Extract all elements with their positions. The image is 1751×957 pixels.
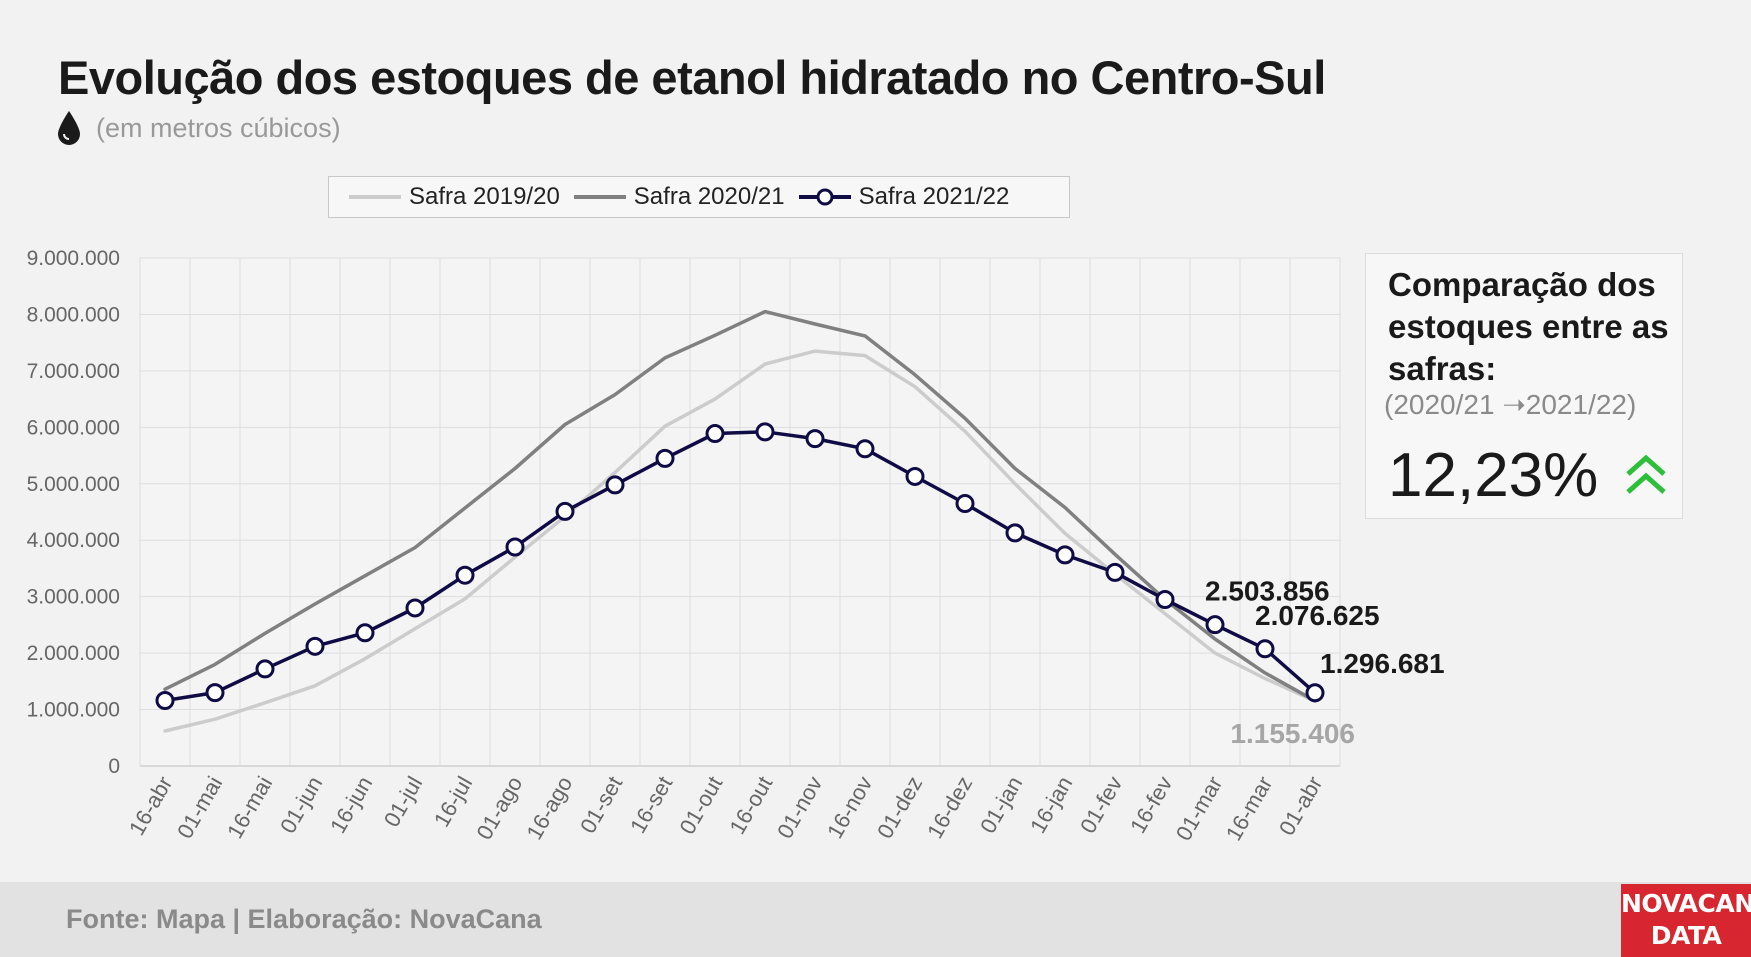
- x-tick-label: 16-out: [724, 772, 777, 839]
- x-tick-label: 16-jul: [429, 772, 478, 831]
- x-tick-label: 01-fev: [1075, 772, 1127, 837]
- chart-legend: Safra 2019/20 Safra 2020/21 Safra 2021/2…: [328, 176, 1070, 218]
- y-tick-label: 0: [108, 755, 120, 778]
- legend-swatch-2020: [573, 195, 626, 199]
- novacana-data-logo[interactable]: NOVACANA DATA: [1621, 884, 1751, 957]
- logo-line-1: NOVACANA: [1621, 889, 1751, 918]
- y-tick-label: 2.000.000: [27, 642, 120, 665]
- x-tick-label: 01-ago: [471, 772, 527, 844]
- legend-item-2020[interactable]: Safra 2020/21: [573, 183, 785, 211]
- x-tick-label: 16-mai: [222, 772, 277, 843]
- x-tick-label: 16-jan: [1025, 772, 1077, 837]
- data-label: 1.155.406: [1230, 718, 1355, 749]
- x-tick-label: 16-jun: [325, 772, 377, 837]
- legend-swatch-2019: [349, 195, 401, 199]
- data-point: [1155, 589, 1175, 609]
- legend-item-2021[interactable]: Safra 2021/22: [798, 183, 1010, 211]
- x-tick-label: 01-out: [674, 772, 727, 839]
- panel-value: 12,23%: [1388, 441, 1599, 510]
- data-point: [705, 424, 725, 444]
- legend-swatch-2021: [798, 188, 851, 206]
- x-tick-label: 01-jun: [275, 772, 327, 837]
- legend-label-2019: Safra 2019/20: [409, 183, 560, 210]
- x-tick-label: 16-abr: [124, 772, 177, 840]
- data-point: [1055, 545, 1075, 565]
- x-tick-label: 16-dez: [922, 772, 977, 843]
- data-point: [605, 475, 625, 495]
- data-point: [305, 636, 325, 656]
- panel-subtitle: (2020/21 ➝2021/22): [1384, 389, 1637, 420]
- x-tick-label: 01-jan: [975, 772, 1027, 837]
- x-tick-label: 16-set: [625, 772, 677, 837]
- data-point: [405, 598, 425, 618]
- data-label: 1.296.681: [1320, 648, 1445, 679]
- data-point: [1205, 615, 1225, 635]
- data-point: [1255, 639, 1275, 659]
- legend-label-2021: Safra 2021/22: [858, 183, 1010, 210]
- x-tick-label: 01-jul: [379, 772, 428, 831]
- data-label: 2.503.856: [1205, 576, 1330, 607]
- data-point: [905, 466, 925, 486]
- y-tick-label: 9.000.000: [27, 247, 120, 270]
- y-tick-label: 8.000.000: [27, 303, 120, 326]
- data-point: [205, 683, 225, 703]
- subtitle-row: (em metros cúbicos): [56, 110, 341, 146]
- footer: Fonte: Mapa | Elaboração: NovaCana: [0, 882, 1751, 957]
- x-tick-label: 16-ago: [521, 772, 577, 844]
- y-tick-label: 4.000.000: [27, 529, 120, 552]
- y-tick-label: 5.000.000: [27, 473, 120, 496]
- chart-title: Evolução dos estoques de etanol hidratad…: [58, 51, 1326, 104]
- x-tick-label: 01-abr: [1274, 772, 1327, 840]
- legend-label-2020: Safra 2020/21: [633, 183, 785, 210]
- y-tick-label: 3.000.000: [27, 586, 120, 609]
- line-chart: 0 1.000.000 2.000.000 3.000.000 4.000.000 5.0…: [27, 247, 1445, 845]
- x-tick-label: 01-nov: [772, 772, 827, 843]
- droplet-icon: [58, 111, 80, 145]
- source-note: Fonte: Mapa | Elaboração: NovaCana: [66, 904, 542, 934]
- series-line-1: [163, 309, 1317, 703]
- data-point: [655, 448, 675, 468]
- x-tick-label: 01-mar: [1171, 772, 1227, 845]
- data-point: [455, 565, 475, 585]
- data-point: [505, 537, 525, 557]
- y-tick-label: 7.000.000: [27, 360, 120, 383]
- y-tick-label: 1.000.000: [27, 699, 120, 722]
- legend-item-2019[interactable]: Safra 2019/20: [349, 183, 560, 211]
- data-label: 2.076.625: [1255, 600, 1380, 631]
- data-point: [805, 429, 825, 449]
- series-line-0: [163, 349, 1317, 733]
- comparison-panel: Comparação dos estoques entre as safras:…: [1365, 253, 1683, 519]
- panel-title: Comparação dos estoques entre as safras:: [1388, 266, 1669, 387]
- x-tick-label: 16-mar: [1221, 772, 1277, 845]
- data-point: [255, 659, 275, 679]
- data-point: [155, 691, 175, 711]
- data-point: [955, 494, 975, 514]
- data-point: [1005, 523, 1025, 543]
- data-point: [555, 501, 575, 521]
- data-point: [1105, 562, 1125, 582]
- y-tick-label: 6.000.000: [27, 416, 120, 439]
- data-point: [855, 439, 875, 459]
- x-tick-label: 01-set: [575, 772, 627, 837]
- x-tick-label: 16-nov: [822, 772, 877, 843]
- chart-subtitle: (em metros cúbicos): [96, 112, 341, 143]
- logo-line-2: DATA: [1650, 921, 1722, 950]
- data-point: [1305, 683, 1325, 703]
- data-point: [755, 422, 775, 442]
- data-point: [355, 623, 375, 643]
- double-chevron-up-icon: [1626, 454, 1666, 494]
- x-tick-label: 01-mai: [172, 772, 227, 843]
- x-tick-label: 01-dez: [872, 772, 927, 843]
- x-tick-label: 16-fev: [1125, 772, 1177, 837]
